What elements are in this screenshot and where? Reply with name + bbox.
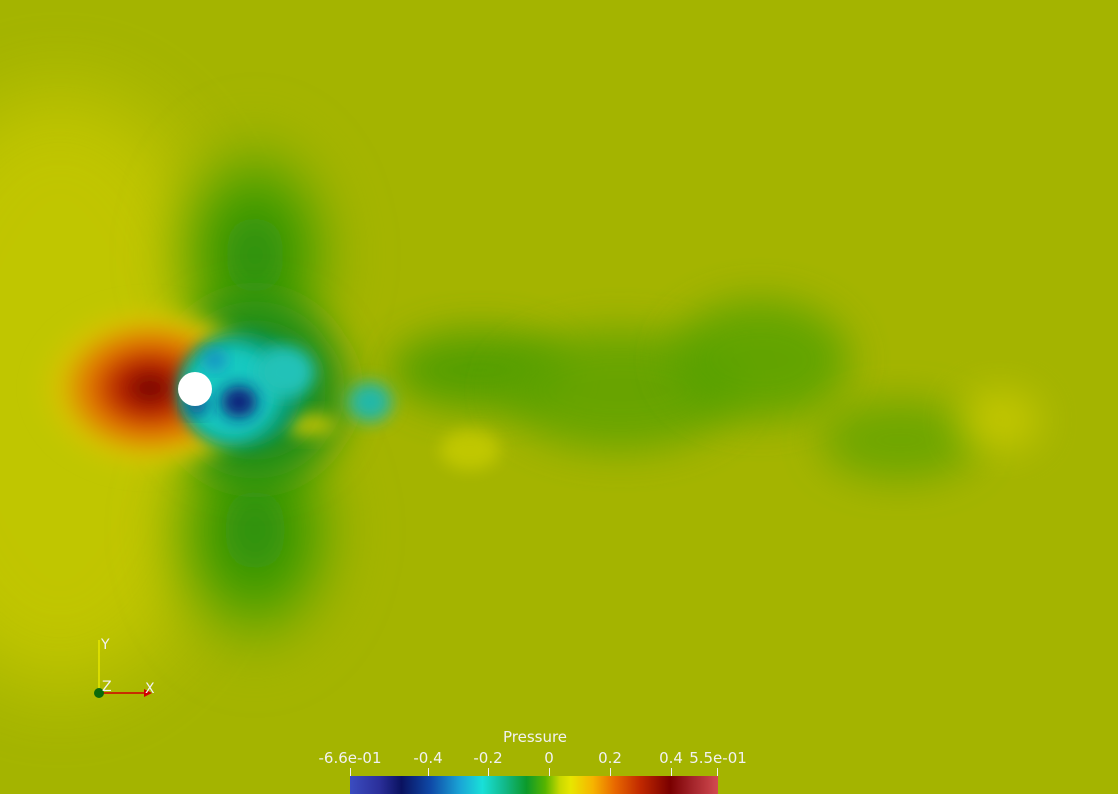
- pressure-colorbar[interactable]: Pressure -6.6e-01 -0.4 -0.2 0 0.2 0.4 5.…: [300, 724, 770, 794]
- y-axis-label: Y: [101, 637, 110, 653]
- colorbar-tick-label: -6.6e-01: [318, 749, 382, 767]
- colorbar-tick-label: -0.2: [473, 749, 503, 767]
- colorbar-tick-label: 0: [544, 749, 554, 767]
- colorbar-tick-mark: [610, 768, 611, 776]
- cylinder: [178, 372, 212, 406]
- orientation-axes: Y Z X: [88, 632, 168, 704]
- z-axis-dot-icon: [94, 688, 104, 698]
- x-axis-label: X: [145, 681, 155, 697]
- colorbar-title: Pressure: [502, 728, 568, 746]
- z-axis-label: Z: [102, 679, 112, 695]
- colorbar-tick-mark: [671, 768, 672, 776]
- colorbar-tick-mark: [717, 768, 718, 776]
- colorbar-tick-label: 0.4: [659, 749, 683, 767]
- colorbar-gradient: [350, 776, 718, 794]
- colorbar-tick-mark: [488, 768, 489, 776]
- colorbar-tick-mark: [428, 768, 429, 776]
- colorbar-tick-label: 5.5e-01: [689, 749, 747, 767]
- colorbar-tick-mark: [350, 768, 351, 776]
- colorbar-tick-label: -0.4: [413, 749, 443, 767]
- colorbar-tick-mark: [549, 768, 550, 776]
- colorbar-tick-label: 0.2: [598, 749, 622, 767]
- x-axis-arrow-icon: [144, 689, 152, 697]
